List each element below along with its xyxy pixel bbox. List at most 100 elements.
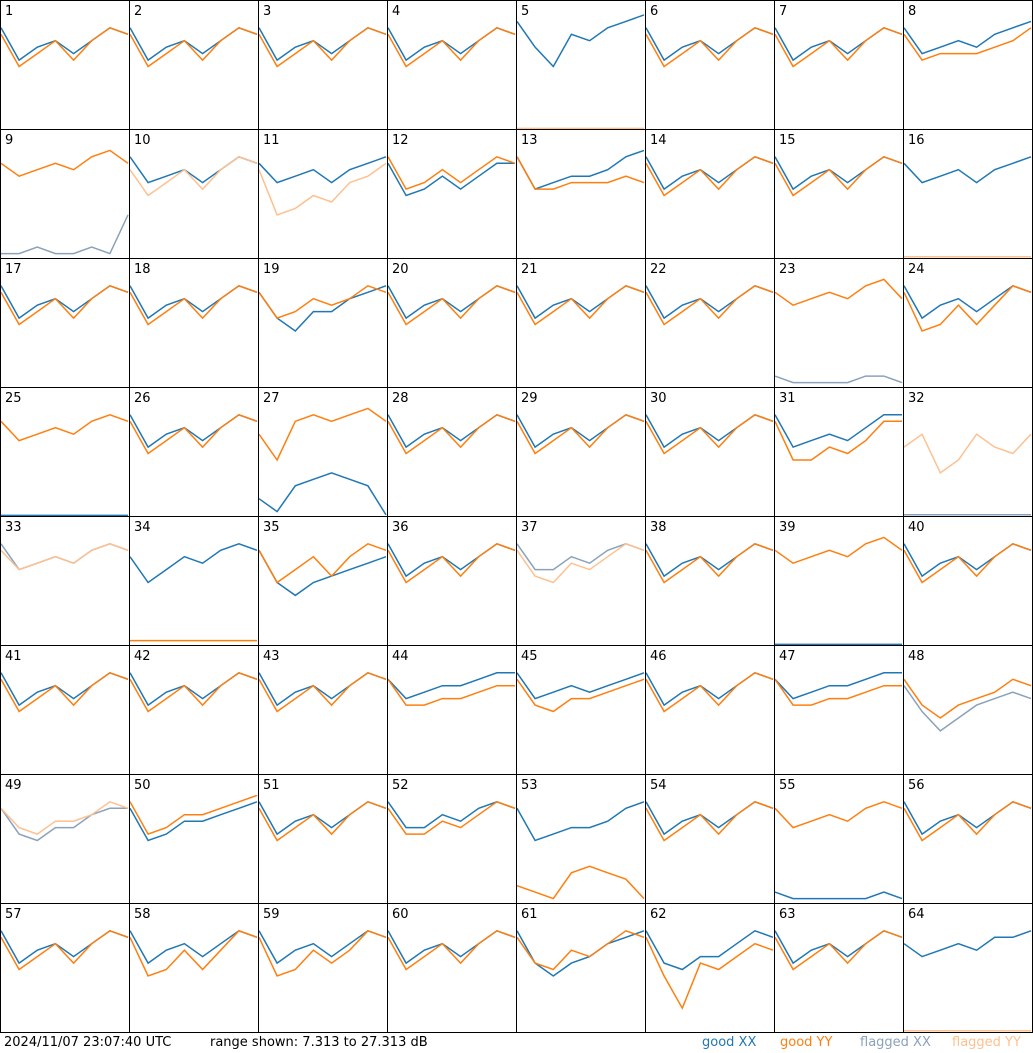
spectrum-yy <box>645 26 774 68</box>
panel-border <box>0 774 130 904</box>
spectrum-yy <box>129 794 258 836</box>
spectrum-yy <box>129 284 258 326</box>
panel-border <box>387 129 517 259</box>
spectrum-yy <box>516 413 645 455</box>
panel-border <box>387 774 517 904</box>
spectrum-xx <box>129 801 258 842</box>
panel-border <box>645 387 775 517</box>
panel-border <box>774 903 904 1033</box>
spectrum-yy <box>903 284 1032 332</box>
panel-label: 60 <box>392 907 409 922</box>
panel-label: 5 <box>521 4 529 19</box>
spectrum-yy <box>0 929 129 971</box>
spectrum-yy <box>0 26 129 68</box>
spectrum-yy <box>387 929 516 971</box>
spectrum-yy <box>645 413 774 455</box>
panel-border <box>258 645 388 775</box>
spectrum-xx <box>645 284 774 320</box>
spectrum-xx <box>0 284 129 320</box>
spectrum-xx <box>516 149 645 191</box>
panel-label: 58 <box>134 907 151 922</box>
spectrum-xx <box>258 156 387 184</box>
panel-label: 10 <box>134 133 151 148</box>
panel-label: 50 <box>134 778 151 793</box>
spectrum-yy <box>258 800 387 842</box>
range-joiner: to <box>343 1035 357 1050</box>
panel-label: 37 <box>521 520 538 535</box>
panel-label: 49 <box>5 778 22 793</box>
legend-entry: flagged XX <box>860 1035 931 1050</box>
spectrum-yy <box>903 678 1032 719</box>
spectrum-yy <box>645 671 774 713</box>
spectrum-yy <box>129 26 258 68</box>
spectrum-yy <box>0 414 129 442</box>
panel-border <box>258 129 388 259</box>
panel-border <box>129 774 259 904</box>
spectrum-xx <box>0 26 129 62</box>
panel-label: 46 <box>650 649 667 664</box>
panel-label: 56 <box>908 778 925 793</box>
panel-border <box>903 387 1033 517</box>
spectrum-xx <box>387 284 516 320</box>
panel-label: 39 <box>779 520 796 535</box>
panel-label: 22 <box>650 262 667 277</box>
panel-label: 44 <box>392 649 409 664</box>
panel-border <box>774 387 904 517</box>
spectrum-yy <box>516 929 645 971</box>
spectrum-xx <box>903 800 1032 836</box>
spectrum-yy <box>774 536 903 565</box>
panel-label: 16 <box>908 133 925 148</box>
spectrum-yy <box>516 678 645 713</box>
spectrum-yy <box>516 156 645 190</box>
panel-label: 35 <box>263 520 280 535</box>
panel-label: 41 <box>5 649 22 664</box>
spectrum-xx <box>774 375 903 384</box>
spectrum-yy <box>258 162 387 216</box>
spectrum-yy <box>258 284 387 319</box>
spectrum-xx <box>645 929 774 971</box>
panel-label: 7 <box>779 4 787 19</box>
panel-border <box>258 774 388 904</box>
spectrum-yy <box>258 407 387 462</box>
spectrum-xx <box>0 543 129 571</box>
spectrum-xx <box>903 685 1032 732</box>
range-prefix: range shown: <box>210 1035 299 1050</box>
panel-label: 14 <box>650 133 667 148</box>
panel-border <box>903 0 1033 130</box>
panel-label: 21 <box>521 262 538 277</box>
panel-label: 52 <box>392 778 409 793</box>
spectrum-xx <box>387 26 516 62</box>
spectrum-xx <box>516 284 645 320</box>
spectrum-yy <box>903 800 1032 842</box>
spectrum-xx <box>645 413 774 449</box>
range-min: 7.313 <box>302 1035 340 1050</box>
spectrum-xx <box>0 671 129 707</box>
spectrum-xx <box>516 672 645 700</box>
spectrum-xx <box>387 162 515 197</box>
spectrum-xx <box>258 549 387 597</box>
range-info: range shown: 7.313 to 27.313 dB <box>210 1033 428 1053</box>
spectrum-xx <box>774 891 903 900</box>
spectrum-yy <box>387 284 516 326</box>
panel-border <box>645 129 775 259</box>
spectrum-xx <box>516 14 645 68</box>
spectrum-xx <box>129 413 258 449</box>
panel-label: 36 <box>392 520 409 535</box>
panel-border <box>258 903 388 1033</box>
panel-border <box>129 258 259 388</box>
spectrum-yy <box>774 678 902 706</box>
panel-border <box>0 516 130 646</box>
legend-entry: good XX <box>702 1035 757 1050</box>
spectrum-xx <box>129 929 258 965</box>
panel-label: 43 <box>263 649 280 664</box>
panel-label: 34 <box>134 520 151 535</box>
spectrum-yy <box>0 543 129 571</box>
spectrum-yy <box>516 284 645 326</box>
panel-label: 25 <box>5 391 22 406</box>
panel-border <box>387 258 517 388</box>
panel-label: 62 <box>650 907 667 922</box>
panel-label: 2 <box>134 4 142 19</box>
panel-label: 19 <box>263 262 280 277</box>
panel-border <box>258 258 388 388</box>
panel-border <box>903 774 1033 904</box>
